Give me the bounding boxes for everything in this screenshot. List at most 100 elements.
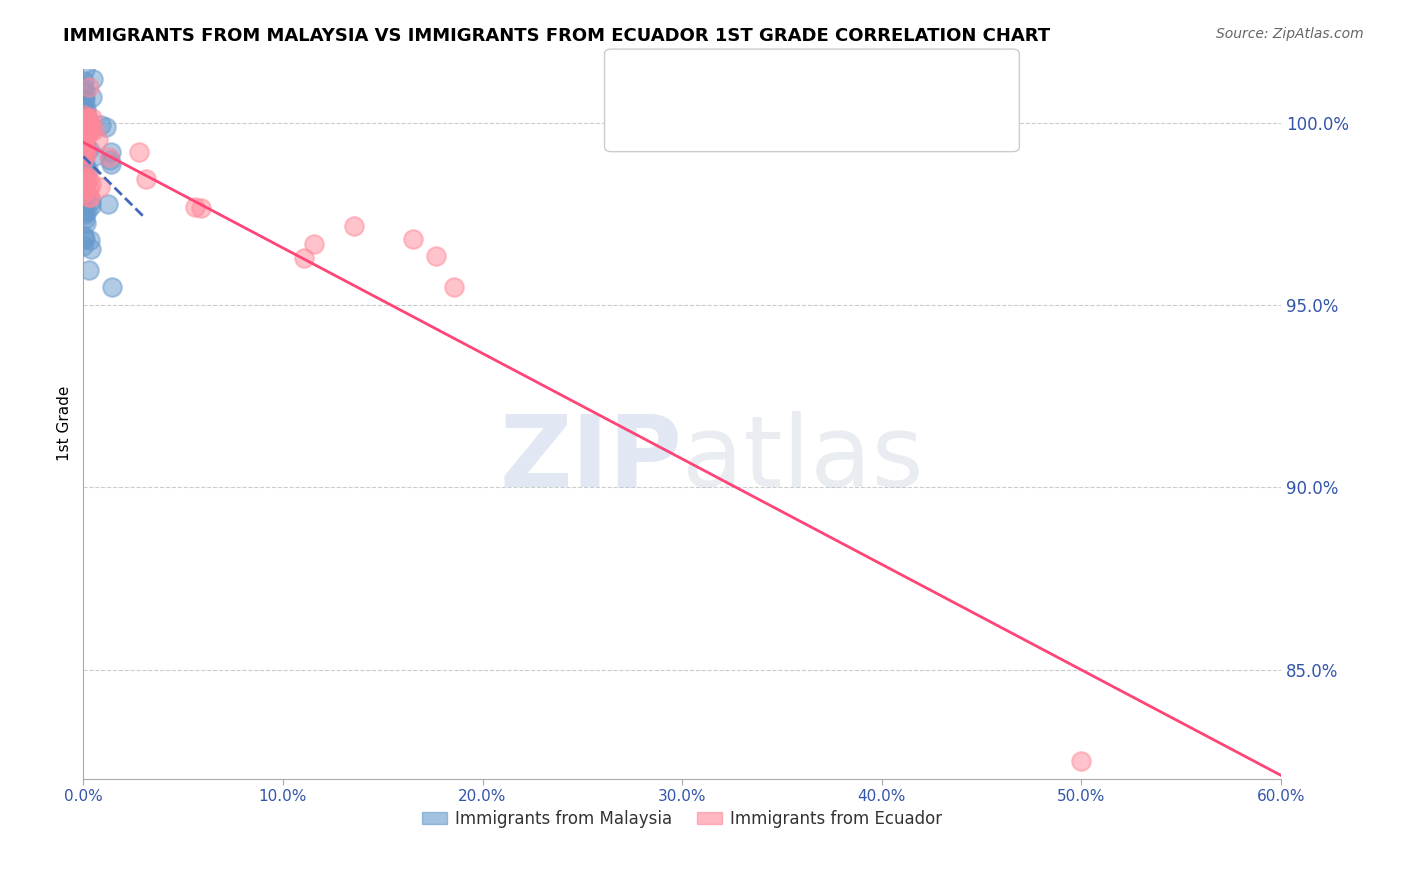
Point bbox=[73, 182, 96, 196]
Point bbox=[96, 120, 118, 135]
Point bbox=[73, 160, 96, 174]
Point bbox=[80, 242, 103, 256]
Point bbox=[73, 110, 96, 124]
Point bbox=[73, 134, 96, 148]
Text: IMMIGRANTS FROM MALAYSIA VS IMMIGRANTS FROM ECUADOR 1ST GRADE CORRELATION CHART: IMMIGRANTS FROM MALAYSIA VS IMMIGRANTS F… bbox=[63, 27, 1050, 45]
Point bbox=[73, 175, 96, 189]
Point bbox=[73, 140, 96, 154]
Point bbox=[75, 188, 97, 202]
Point bbox=[72, 107, 94, 121]
Point bbox=[75, 166, 97, 180]
Point bbox=[73, 167, 96, 181]
Point bbox=[73, 112, 96, 126]
Point bbox=[80, 111, 103, 125]
Point bbox=[75, 216, 97, 230]
Point bbox=[76, 123, 98, 137]
Point bbox=[76, 112, 98, 127]
Point bbox=[77, 170, 100, 185]
Point bbox=[73, 107, 96, 121]
Point bbox=[79, 181, 101, 195]
Point bbox=[73, 212, 96, 227]
Point bbox=[75, 148, 97, 162]
Point bbox=[425, 249, 447, 263]
Point bbox=[75, 105, 97, 120]
Point bbox=[73, 118, 96, 132]
Point bbox=[76, 112, 98, 127]
Point bbox=[80, 194, 103, 208]
Point bbox=[128, 145, 150, 159]
Point bbox=[73, 178, 96, 192]
Text: atlas: atlas bbox=[682, 410, 924, 508]
Point bbox=[79, 123, 101, 137]
Y-axis label: 1st Grade: 1st Grade bbox=[58, 386, 72, 461]
Point bbox=[76, 162, 98, 177]
Point bbox=[184, 201, 207, 215]
Point bbox=[73, 136, 96, 151]
Point bbox=[73, 74, 96, 88]
Point bbox=[73, 92, 96, 106]
Point bbox=[72, 238, 94, 252]
Point bbox=[402, 232, 425, 246]
Point bbox=[79, 199, 101, 213]
Point bbox=[72, 108, 94, 122]
Point bbox=[77, 111, 100, 125]
Point bbox=[73, 207, 96, 221]
Point bbox=[75, 143, 97, 157]
Point bbox=[75, 138, 97, 153]
Point bbox=[97, 196, 120, 211]
Point bbox=[77, 190, 100, 204]
Point bbox=[75, 147, 97, 161]
Point bbox=[72, 81, 94, 95]
Point bbox=[72, 112, 94, 127]
Point bbox=[72, 179, 94, 194]
Point bbox=[77, 112, 100, 126]
Point bbox=[79, 233, 101, 247]
Point bbox=[98, 153, 121, 167]
Point bbox=[73, 91, 96, 105]
Point bbox=[73, 124, 96, 138]
Point bbox=[342, 219, 364, 233]
Text: R =  0.103   N = 63: R = 0.103 N = 63 bbox=[657, 62, 846, 79]
Point bbox=[73, 158, 96, 172]
Point bbox=[73, 169, 96, 184]
Point bbox=[75, 232, 97, 246]
Point bbox=[73, 172, 96, 186]
Point bbox=[79, 126, 101, 140]
Point bbox=[73, 142, 96, 156]
Point bbox=[72, 99, 94, 113]
Point bbox=[73, 62, 96, 76]
Point bbox=[83, 122, 105, 136]
Point bbox=[73, 155, 96, 169]
Point bbox=[72, 142, 94, 156]
Point bbox=[1070, 754, 1092, 768]
Point bbox=[79, 189, 101, 203]
Point bbox=[73, 172, 96, 186]
Point bbox=[73, 131, 96, 145]
Point bbox=[75, 145, 97, 160]
Point bbox=[72, 175, 94, 189]
Point bbox=[80, 90, 103, 104]
Point bbox=[76, 112, 98, 127]
Point bbox=[77, 262, 100, 277]
Point bbox=[72, 153, 94, 168]
Point bbox=[101, 280, 124, 294]
Point bbox=[97, 150, 120, 164]
Point bbox=[73, 178, 96, 193]
Point bbox=[75, 85, 97, 99]
Point bbox=[73, 229, 96, 244]
Point bbox=[292, 251, 315, 265]
Point bbox=[89, 180, 111, 194]
Point bbox=[100, 145, 122, 160]
Point bbox=[75, 102, 97, 116]
Point bbox=[190, 201, 212, 215]
Legend: Immigrants from Malaysia, Immigrants from Ecuador: Immigrants from Malaysia, Immigrants fro… bbox=[415, 803, 949, 835]
Point bbox=[73, 144, 96, 158]
Point bbox=[443, 280, 465, 294]
Point bbox=[86, 133, 108, 147]
Point bbox=[72, 186, 94, 201]
Point bbox=[73, 125, 96, 139]
Text: Source: ZipAtlas.com: Source: ZipAtlas.com bbox=[1216, 27, 1364, 41]
Point bbox=[90, 119, 112, 133]
Point bbox=[73, 137, 96, 152]
Point bbox=[75, 127, 97, 141]
